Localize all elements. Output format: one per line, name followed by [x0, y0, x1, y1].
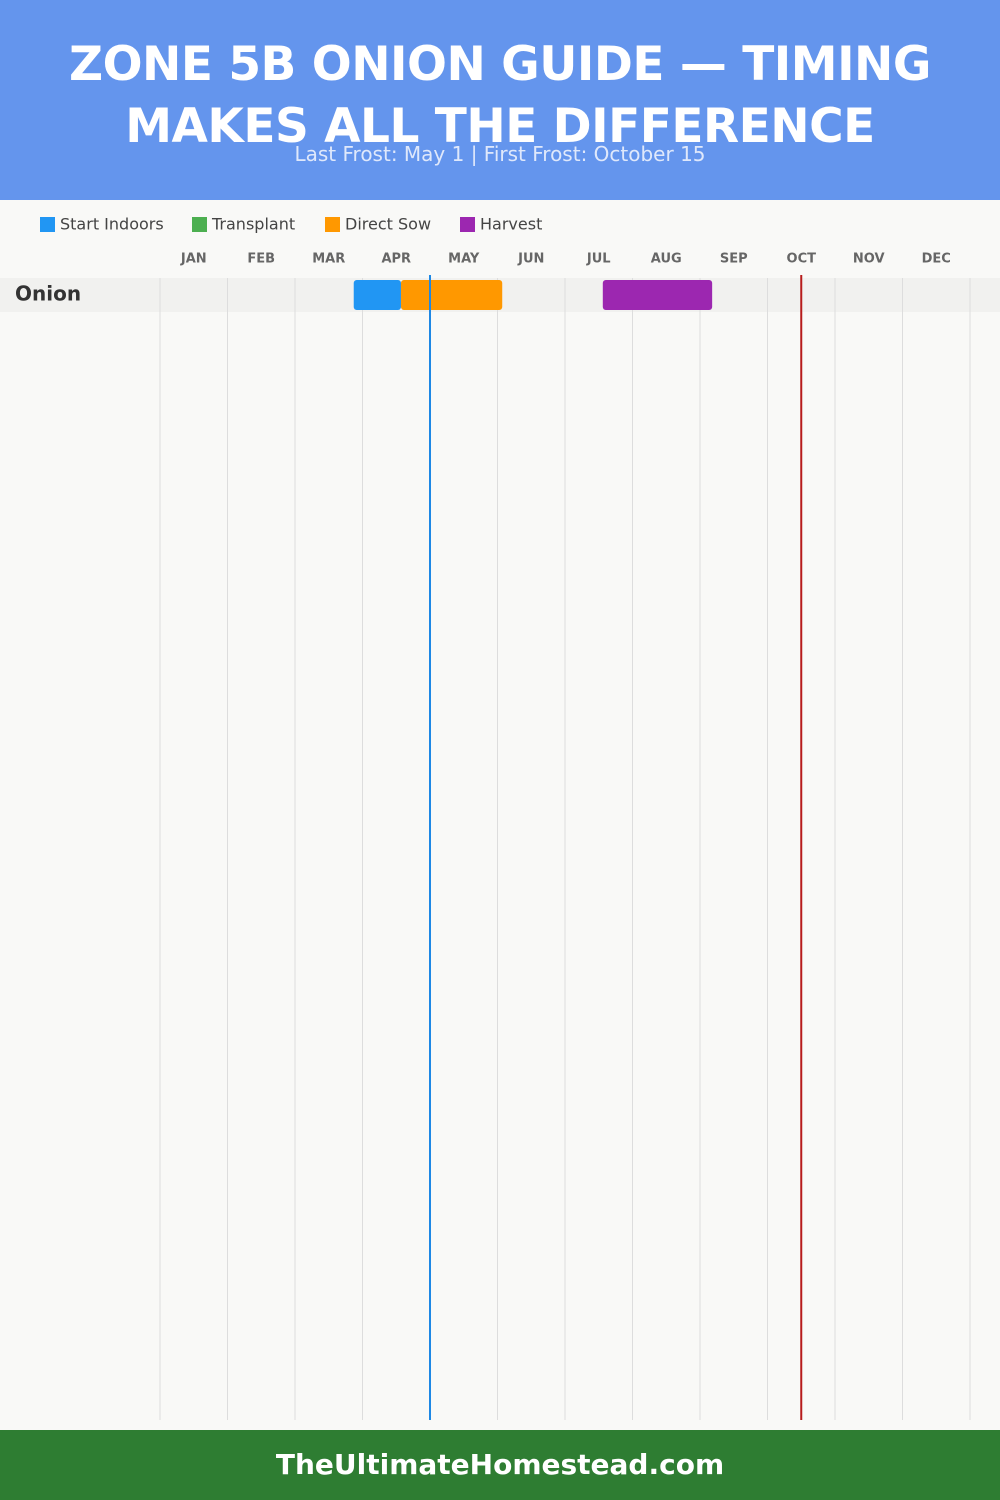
x-tick-label: NOV	[853, 252, 885, 267]
legend-label: Transplant	[211, 215, 295, 234]
legend-swatch	[40, 217, 55, 232]
chart-title: ZONE 5B ONION GUIDE — TIMING MAKES ALL T…	[69, 37, 931, 154]
x-tick-label: APR	[381, 252, 411, 267]
x-tick-label: AUG	[651, 252, 682, 267]
chart-subtitle: Last Frost: May 1 | First Frost: October…	[294, 142, 706, 166]
x-tick-label: DEC	[922, 252, 951, 267]
x-tick-label: FEB	[247, 252, 275, 267]
x-tick-label: OCT	[787, 252, 817, 267]
legend-label: Harvest	[480, 215, 542, 234]
bar	[602, 280, 713, 310]
x-tick-label: JAN	[180, 252, 207, 267]
x-tick-label: JUL	[586, 252, 611, 267]
bar	[353, 280, 401, 310]
footer: TheUltimateHomestead.com	[0, 1430, 1000, 1500]
legend-label: Direct Sow	[345, 215, 431, 234]
row-label: Onion	[15, 282, 81, 306]
x-tick-label: SEP	[720, 252, 748, 267]
bar	[400, 280, 503, 310]
chart: JAN FEB MAR APR MAY JUN JUL AUG SEP OCT NOV DEC Onio…	[0, 215, 1000, 1420]
legend-swatch	[192, 217, 207, 232]
legend-swatch	[325, 217, 340, 232]
x-tick-label: MAR	[312, 252, 345, 267]
header: ZONE 5B ONION GUIDE — TIMING MAKES ALL T…	[0, 0, 1000, 200]
x-tick-label: MAY	[448, 252, 480, 267]
x-tick-label: JUN	[517, 252, 544, 267]
legend-label: Start Indoors	[60, 215, 164, 234]
legend-swatch	[460, 217, 475, 232]
